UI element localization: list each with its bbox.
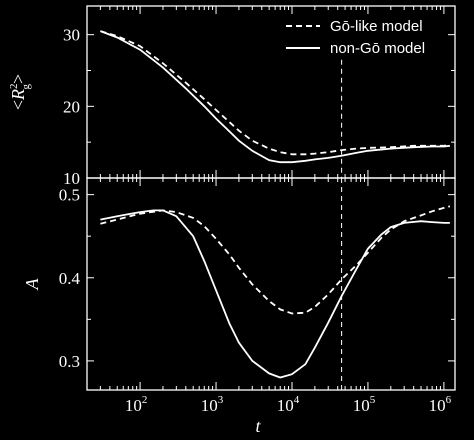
- x-tick-label-base: 10: [277, 396, 294, 415]
- x-tick-label-base: 10: [429, 396, 446, 415]
- bottom-x-ticks: 102 103 104 105 106: [86, 6, 452, 415]
- x-tick-label: 104: [277, 394, 300, 415]
- bottom-y-tick-label: 0.4: [59, 269, 81, 288]
- bottom-series-go-like-line: [100, 205, 451, 315]
- legend-label-non-go: non-Gō model: [330, 40, 425, 57]
- bottom-y-tick-label: 0.5: [59, 186, 80, 205]
- top-y-ticks: 10 20 30: [63, 26, 455, 188]
- top-y-label-symbol: R: [8, 89, 28, 101]
- top-y-axis-label: <R2g>: [8, 74, 32, 110]
- top-y-label-open: <: [8, 100, 28, 110]
- bottom-y-tick-label: 0.3: [59, 352, 80, 371]
- x-tick-label: 103: [201, 394, 224, 415]
- top-y-tick-label: 20: [63, 97, 80, 116]
- x-tick-label-exponent: 5: [370, 394, 376, 406]
- top-y-tick-label: 10: [63, 169, 80, 188]
- x-tick-label-base: 10: [201, 396, 218, 415]
- x-tick-label-base: 10: [353, 396, 370, 415]
- top-y-label-sub: g: [20, 84, 32, 90]
- top-panel: 10 20 30 <R2g> Gō-like model non-Gō model: [8, 5, 456, 188]
- bottom-series-group: [100, 205, 451, 379]
- x-tick-label-exponent: 4: [294, 394, 300, 406]
- top-y-label-close: >: [8, 74, 28, 84]
- bottom-panel: 0.30.40.5 102 103 104 105 106 A t: [22, 6, 456, 436]
- legend: Gō-like model non-Gō model: [286, 18, 425, 57]
- bottom-y-axis-label: A: [22, 278, 42, 291]
- x-tick-label: 102: [125, 394, 148, 415]
- top-series-non-go-line: [100, 30, 451, 164]
- bottom-y-ticks: 0.3 0.4 0.5: [59, 186, 455, 371]
- top-y-tick-label: 30: [63, 26, 80, 45]
- x-tick-label-base: 10: [125, 396, 142, 415]
- x-axis-label: t: [255, 416, 261, 436]
- x-tick-label-exponent: 3: [218, 394, 224, 406]
- x-tick-label: 106: [429, 394, 452, 415]
- top-series-group: [100, 30, 451, 164]
- legend-label-go-like: Gō-like model: [330, 18, 423, 35]
- bottom-series-non-go-line: [100, 209, 450, 379]
- top-y-label-sup: 2: [8, 84, 20, 90]
- x-tick-label-exponent: 6: [446, 394, 452, 406]
- x-tick-label: 105: [353, 394, 376, 415]
- bottom-panel-frame: [86, 177, 456, 391]
- top-series-go-like-line: [100, 30, 451, 156]
- x-tick-label-exponent: 2: [142, 394, 148, 406]
